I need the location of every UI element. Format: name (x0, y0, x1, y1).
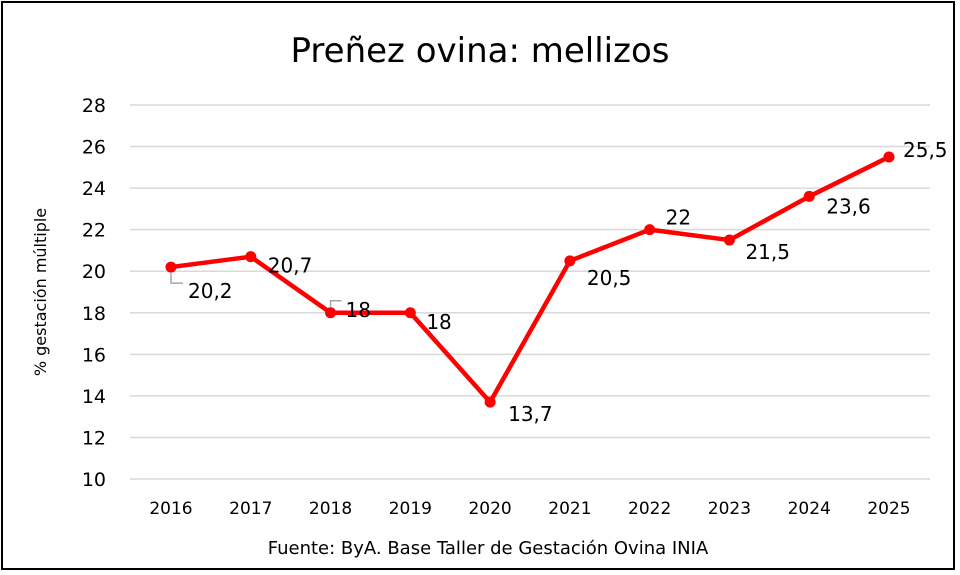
x-tick-label: 2020 (468, 499, 511, 519)
data-point (245, 251, 257, 263)
series-line (170, 154, 890, 405)
source-note: Fuente: ByA. Base Taller de Gestación Ov… (268, 538, 709, 559)
data-label: 20,2 (188, 279, 233, 303)
y-tick-label: 14 (82, 386, 106, 408)
y-tick-label: 26 (82, 137, 106, 159)
label-leader-line (170, 273, 183, 284)
y-tick-label: 28 (82, 95, 106, 117)
data-point (644, 224, 656, 236)
x-tick-label: 2018 (309, 499, 352, 519)
x-tick-label: 2023 (708, 499, 751, 519)
y-tick-label: 16 (82, 344, 106, 366)
data-label: 13,7 (508, 402, 553, 426)
y-tick-label: 18 (82, 303, 106, 325)
y-axis-label: % gestación múltiple (31, 208, 50, 376)
x-tick-label: 2021 (548, 499, 591, 519)
data-label: 22 (666, 206, 691, 230)
data-point (165, 261, 177, 273)
data-point (484, 396, 496, 408)
y-tick-label: 20 (82, 261, 106, 283)
y-tick-label: 22 (82, 220, 106, 242)
data-point (404, 307, 416, 319)
data-point (883, 151, 895, 163)
x-tick-label: 2022 (628, 499, 671, 519)
data-label: 23,6 (826, 194, 871, 218)
x-tick-label: 2019 (389, 499, 432, 519)
x-tick-label: 2017 (229, 499, 272, 519)
data-label: 25,5 (903, 138, 948, 162)
x-tick-label: 2025 (867, 499, 910, 519)
y-tick-label: 12 (82, 427, 106, 449)
label-leader-line (329, 300, 342, 307)
data-label: 18 (346, 298, 371, 322)
x-tick-label: 2024 (788, 499, 831, 519)
data-label: 18 (426, 310, 451, 334)
chart-title: Preñez ovina: mellizos (291, 31, 670, 71)
y-tick-label: 10 (82, 469, 106, 491)
x-tick-label: 2016 (149, 499, 192, 519)
data-point (723, 234, 735, 246)
data-point (564, 255, 576, 267)
data-label: 20,5 (587, 266, 632, 290)
data-label: 20,7 (268, 254, 313, 278)
y-tick-label: 24 (82, 178, 106, 200)
data-point (325, 307, 337, 319)
data-point (803, 190, 815, 202)
data-label: 21,5 (745, 240, 790, 264)
